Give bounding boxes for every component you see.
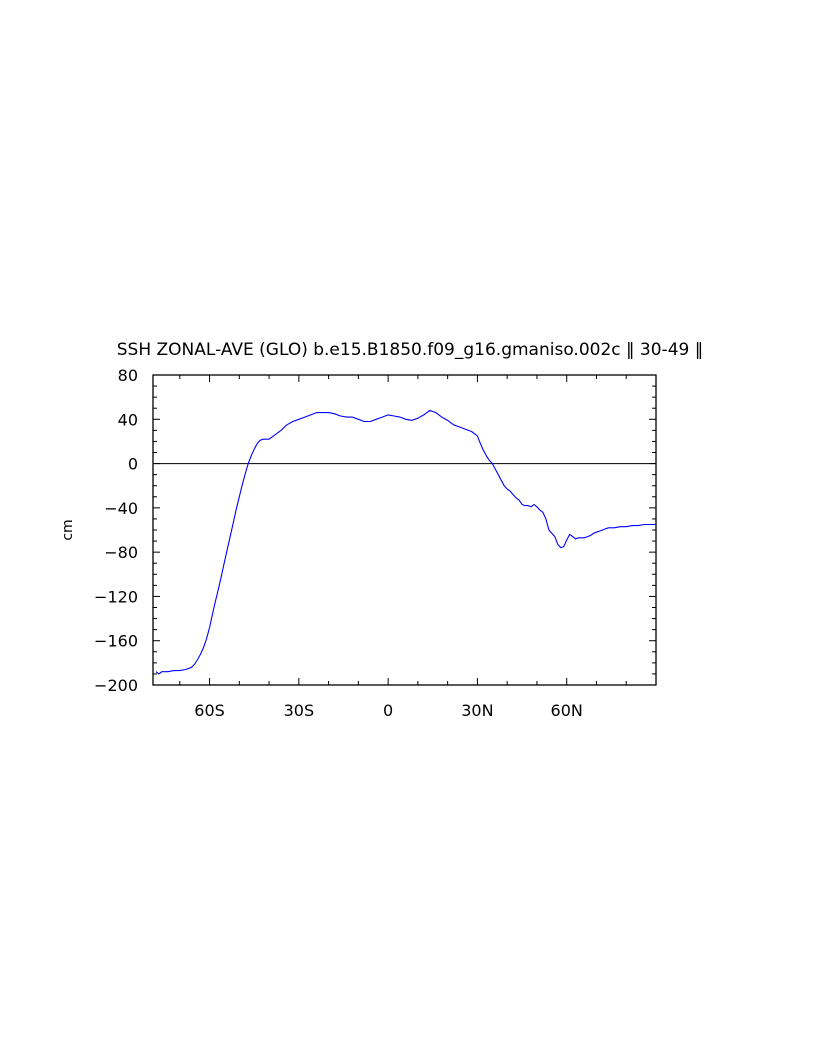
series-layer <box>155 409 656 675</box>
y-tick-label: −200 <box>94 676 138 695</box>
chart-title: SSH ZONAL-AVE (GLO) b.e15.B1850.f09_g16.… <box>117 340 703 360</box>
y-tick-label: −40 <box>104 499 138 518</box>
series-line-0 <box>155 409 656 675</box>
plot-frame-layer <box>152 374 657 686</box>
tick-layer: 60S 30S 0 30N 60N 80 40 0 −40 −80 −120 −160 −200 <box>94 366 656 720</box>
y-tick-label: −160 <box>94 632 138 651</box>
plot-frame <box>152 374 657 686</box>
y-tick-label: 0 <box>128 455 138 474</box>
y-tick-label: −80 <box>104 543 138 562</box>
x-tick-label: 60S <box>194 701 225 720</box>
x-tick-label: 30S <box>284 701 315 720</box>
x-tick-label: 0 <box>383 701 393 720</box>
y-tick-label: −120 <box>94 587 138 606</box>
x-tick-label: 60N <box>551 701 583 720</box>
y-tick-label: 80 <box>118 366 138 385</box>
y-axis-label: cm <box>60 519 76 540</box>
x-tick-label: 30N <box>461 701 493 720</box>
y-tick-label: 40 <box>118 410 138 429</box>
